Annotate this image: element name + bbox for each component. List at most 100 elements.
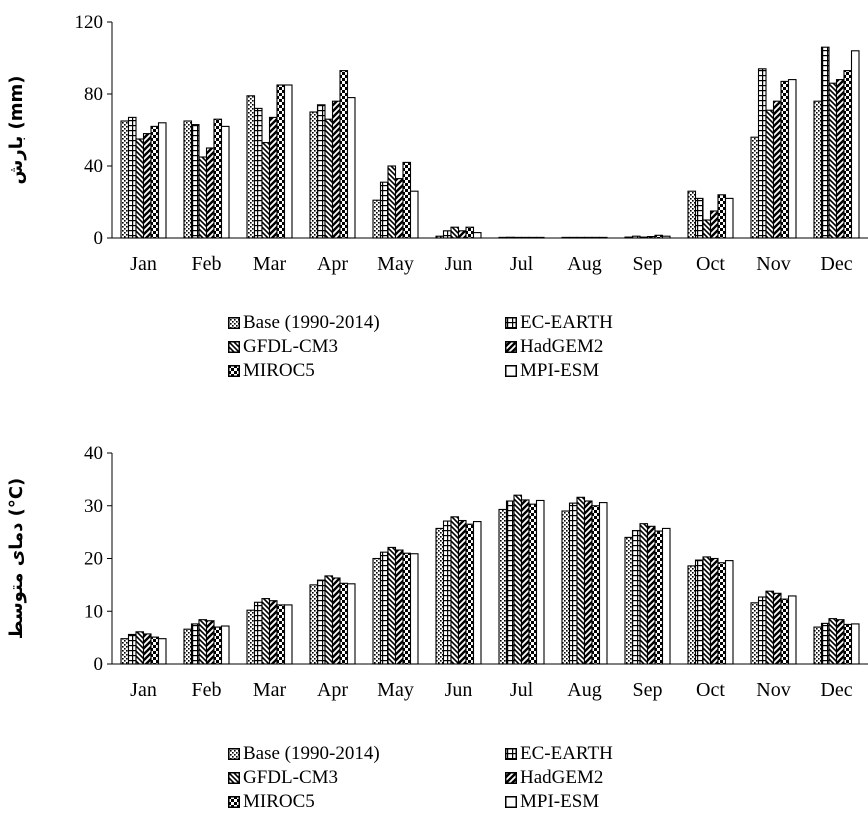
bar: [142, 633, 152, 665]
bar: [120, 638, 130, 665]
bar: [820, 46, 830, 239]
legend-item: Base (1990-2014): [228, 743, 380, 765]
bar: [150, 125, 160, 239]
bar: [379, 181, 389, 239]
bar: [442, 520, 452, 665]
bar: [631, 529, 641, 665]
bar: [828, 618, 838, 665]
legend-swatch: [505, 796, 517, 808]
bar: [709, 210, 719, 239]
legend-item: HadGEM2: [505, 767, 603, 789]
bar: [717, 562, 727, 665]
bar: [520, 236, 530, 239]
bar: [157, 638, 167, 665]
bar: [631, 235, 641, 239]
bar: [772, 100, 782, 239]
bar: [261, 142, 271, 239]
bar: [183, 628, 193, 665]
x-tick-label: Nov: [756, 253, 790, 275]
x-tick-label: Jan: [130, 679, 157, 701]
bar: [598, 236, 608, 239]
bar: [505, 236, 515, 239]
legend-item: EC-EARTH: [505, 743, 613, 765]
legend-swatch: [228, 748, 240, 760]
bar: [646, 525, 656, 665]
bar: [127, 633, 137, 665]
legend-item: HadGEM2: [505, 336, 603, 358]
bar: [513, 236, 523, 239]
bar: [309, 584, 319, 665]
legend-label: HadGEM2: [520, 767, 604, 788]
bar: [750, 602, 760, 665]
bar: [709, 557, 719, 665]
legend-label: EC-EARTH: [520, 743, 613, 764]
bar: [205, 147, 215, 239]
bar: [528, 503, 538, 665]
x-tick-label: Feb: [192, 679, 222, 701]
x-tick-label: Nov: [756, 679, 790, 701]
bar: [457, 519, 467, 665]
bar: [346, 97, 356, 239]
bar: [135, 631, 145, 665]
legend-swatch: [505, 365, 517, 377]
bar: [724, 560, 734, 665]
bar: [276, 84, 286, 239]
legend-label: MIROC5: [243, 360, 315, 381]
x-tick-label: Sep: [633, 253, 663, 275]
bar: [787, 79, 797, 239]
bar: [402, 552, 412, 665]
bar: [765, 109, 775, 239]
bar: [253, 107, 263, 239]
legend-swatch: [228, 341, 240, 353]
bar: [190, 124, 200, 239]
y-axis-label: (C°) دمای متوسط: [6, 478, 27, 640]
x-tick-label: Feb: [192, 253, 222, 275]
bar: [828, 82, 838, 239]
x-tick-label: Aug: [567, 679, 601, 701]
bar: [190, 623, 200, 665]
legend-swatch: [228, 796, 240, 808]
legend-item: MIROC5: [228, 791, 315, 813]
bar: [324, 575, 334, 665]
bar: [520, 499, 530, 665]
y-tick-label: 80: [84, 84, 103, 105]
bar: [772, 592, 782, 665]
bar: [339, 70, 349, 239]
x-tick-label: Dec: [820, 253, 852, 275]
x-tick-label: Jul: [510, 679, 534, 701]
legend-label: Base (1990-2014): [243, 743, 380, 764]
bar: [213, 118, 223, 239]
bar: [717, 194, 727, 239]
bar: [724, 197, 734, 239]
bar: [379, 551, 389, 665]
bar: [276, 604, 286, 665]
bar: [372, 557, 382, 665]
legend-label: MPI-ESM: [520, 791, 600, 812]
bar: [598, 502, 608, 665]
legend-label: MIROC5: [243, 791, 315, 812]
legend-swatch: [505, 748, 517, 760]
bar: [346, 583, 356, 665]
x-tick-label: Oct: [696, 253, 725, 275]
bar: [402, 161, 412, 239]
bar: [576, 236, 586, 239]
bar: [157, 122, 167, 239]
bar: [513, 494, 523, 665]
bar: [583, 500, 593, 665]
bar: [583, 236, 593, 239]
y-tick-label: 30: [84, 496, 103, 517]
bar: [850, 50, 860, 239]
bar: [150, 636, 160, 665]
bar: [624, 236, 634, 239]
x-tick-label: Aug: [567, 253, 601, 275]
bar: [702, 556, 712, 665]
bar: [591, 236, 601, 239]
bar: [765, 590, 775, 665]
x-tick-label: May: [377, 679, 414, 701]
bar: [127, 116, 137, 239]
bar: [568, 236, 578, 239]
bar: [835, 619, 845, 665]
bar: [654, 234, 664, 239]
legend-label: GFDL-CM3: [243, 767, 339, 788]
bar: [324, 118, 334, 239]
